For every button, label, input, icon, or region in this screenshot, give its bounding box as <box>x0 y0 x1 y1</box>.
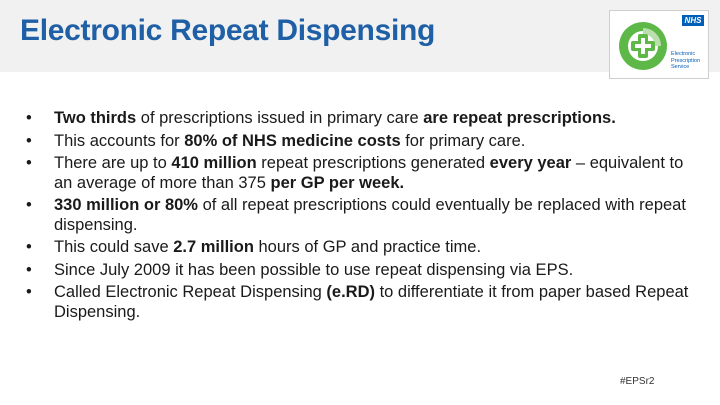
logo-line: Service <box>671 64 690 70</box>
bullet-item: Called Electronic Repeat Dispensing (e.R… <box>26 283 706 322</box>
bullet-item: This accounts for 80% of NHS medicine co… <box>26 132 706 152</box>
hashtag: #EPSr2 <box>620 376 655 387</box>
header-band <box>0 0 720 72</box>
bullet-item: Since July 2009 it has been possible to … <box>26 261 706 281</box>
eps-logo: NHS Electronic Prescription Service <box>609 10 709 79</box>
bullet-item: Two thirds of prescriptions issued in pr… <box>26 109 706 129</box>
prescription-cross-icon <box>619 22 667 70</box>
logo-line: Electronic <box>671 51 696 57</box>
bullet-item: This could save 2.7 million hours of GP … <box>26 238 706 258</box>
nhs-badge: NHS <box>682 15 704 26</box>
slide-title: Electronic Repeat Dispensing <box>20 14 436 47</box>
logo-line: Prescription <box>671 57 701 64</box>
bullet-item: There are up to 410 million repeat presc… <box>26 154 706 193</box>
bullet-list: Two thirds of prescriptions issued in pr… <box>26 109 706 325</box>
logo-text: Electronic Prescription Service <box>671 51 709 71</box>
bullet-item: 330 million or 80% of all repeat prescri… <box>26 196 706 235</box>
